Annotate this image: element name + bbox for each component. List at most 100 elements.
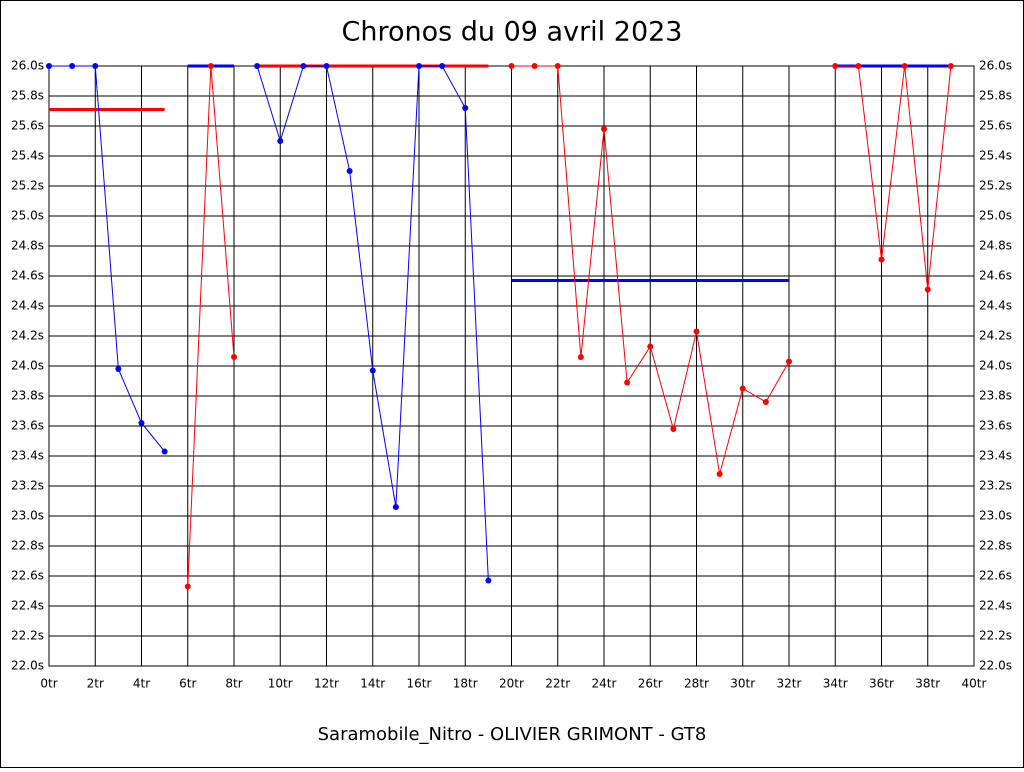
y2-tick-label: 25.6s (979, 119, 1012, 133)
point (855, 63, 862, 69)
point (207, 63, 214, 69)
y2-tick-label: 26.0s (979, 59, 1012, 73)
x-tick-label: 36tr (869, 677, 894, 691)
point (369, 367, 376, 374)
y-tick-label: 25.8s (11, 89, 44, 103)
y-tick-label: 22.8s (11, 539, 44, 553)
y2-tick-label: 24.0s (979, 359, 1012, 373)
point (115, 366, 122, 372)
point (439, 63, 446, 69)
point (161, 448, 168, 455)
x-tick-label: 14tr (360, 677, 385, 691)
point (647, 343, 654, 350)
point (924, 286, 931, 293)
point (531, 63, 538, 69)
y-tick-label: 22.0s (11, 659, 44, 673)
point (762, 399, 769, 405)
point (416, 63, 422, 69)
x-tick-label: 40tr (962, 677, 987, 691)
y2-tick-label: 23.0s (979, 509, 1012, 523)
x-tick-label: 12tr (314, 677, 339, 691)
point (693, 328, 700, 335)
y2-tick-label: 23.4s (979, 449, 1012, 463)
point (277, 138, 284, 144)
x-axis-label: Saramobile_Nitro - OLIVIER GRIMONT - GT8 (318, 724, 707, 745)
point (92, 63, 99, 69)
x-tick-label: 16tr (407, 677, 432, 691)
x-tick-label: 30tr (730, 677, 755, 691)
y-tick-label: 24.4s (11, 299, 44, 313)
x-tick-label: 32tr (777, 677, 802, 691)
x-tick-label: 28tr (684, 677, 709, 691)
y-tick-label: 23.8s (11, 389, 44, 403)
y-tick-label: 25.6s (11, 119, 44, 133)
point (832, 63, 839, 69)
point (485, 577, 492, 584)
y2-tick-label: 22.0s (979, 659, 1012, 673)
point (231, 354, 237, 360)
x-tick-label: 38tr (915, 677, 940, 691)
point (138, 420, 145, 426)
y2-tick-label: 22.2s (979, 629, 1012, 643)
point (184, 583, 191, 590)
y2-tick-label: 24.8s (979, 239, 1012, 253)
y2-tick-label: 25.8s (979, 89, 1012, 103)
y-tick-label: 26.0s (11, 59, 44, 73)
point (947, 63, 954, 69)
x-tick-label: 18tr (453, 677, 478, 691)
x-tick-label: 6tr (179, 677, 196, 691)
point (46, 63, 52, 69)
x-tick-label: 26tr (638, 677, 663, 691)
x-tick-label: 2tr (87, 677, 104, 691)
y-tick-label: 23.6s (11, 419, 44, 433)
point (601, 126, 607, 132)
point (786, 358, 792, 365)
chart-title: Chronos du 09 avril 2023 (342, 17, 683, 48)
y2-tick-label: 23.8s (979, 389, 1012, 403)
y2-tick-label: 23.6s (979, 419, 1012, 433)
point (508, 63, 515, 69)
point (554, 63, 561, 69)
y2-tick-label: 24.2s (979, 329, 1012, 343)
point (716, 471, 723, 477)
point (901, 63, 908, 69)
y-tick-label: 23.4s (11, 449, 44, 463)
y2-tick-label: 22.4s (979, 599, 1012, 613)
x-tick-label: 0tr (40, 677, 57, 691)
y-tick-label: 24.8s (11, 239, 44, 253)
y-tick-label: 25.4s (11, 149, 44, 163)
y-tick-label: 22.6s (11, 569, 44, 583)
point (69, 63, 76, 69)
y2-tick-label: 24.4s (979, 299, 1012, 313)
x-tick-label: 24tr (592, 677, 617, 691)
y2-tick-label: 25.2s (979, 179, 1012, 193)
point (392, 504, 399, 510)
y-tick-label: 25.2s (11, 179, 44, 193)
y-tick-label: 24.0s (11, 359, 44, 373)
y2-tick-label: 24.6s (979, 269, 1012, 283)
point (254, 63, 261, 69)
y-tick-label: 25.0s (11, 209, 44, 223)
point (462, 105, 469, 111)
point (577, 354, 584, 360)
y-tick-label: 23.0s (11, 509, 44, 523)
x-tick-label: 20tr (499, 677, 524, 691)
x-tick-label: 10tr (268, 677, 293, 691)
point (346, 168, 353, 174)
y2-tick-label: 23.2s (979, 479, 1012, 493)
y2-tick-label: 22.8s (979, 539, 1012, 553)
x-tick-label: 34tr (823, 677, 848, 691)
y2-tick-label: 25.0s (979, 209, 1012, 223)
x-tick-label: 22tr (545, 677, 570, 691)
point (624, 379, 631, 386)
point (739, 385, 746, 392)
y2-tick-label: 22.6s (979, 569, 1012, 583)
y-tick-label: 24.2s (11, 329, 44, 343)
y2-tick-label: 25.4s (979, 149, 1012, 163)
point (670, 426, 677, 432)
y-tick-label: 24.6s (11, 269, 44, 283)
x-tick-label: 4tr (133, 677, 150, 691)
y-tick-label: 23.2s (11, 479, 44, 493)
y-tick-label: 22.4s (11, 599, 44, 613)
